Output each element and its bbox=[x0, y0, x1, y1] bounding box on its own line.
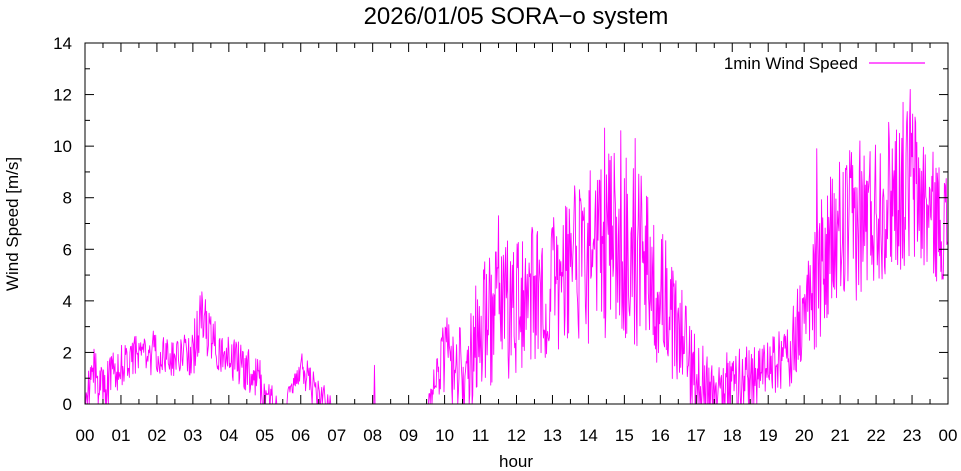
x-tick-label: 10 bbox=[435, 426, 454, 445]
x-tick-label: 12 bbox=[507, 426, 526, 445]
x-tick-label: 08 bbox=[363, 426, 382, 445]
y-tick-label: 0 bbox=[63, 395, 72, 414]
legend: 1min Wind Speed bbox=[724, 54, 925, 73]
y-tick-label: 12 bbox=[53, 86, 72, 105]
y-tick-label: 2 bbox=[63, 343, 72, 362]
x-tick-label: 18 bbox=[723, 426, 742, 445]
x-tick-label: 00 bbox=[939, 426, 958, 445]
y-tick-label: 14 bbox=[53, 34, 72, 53]
x-tick-label: 01 bbox=[111, 426, 130, 445]
x-tick-label: 14 bbox=[579, 426, 598, 445]
x-tick-label: 13 bbox=[543, 426, 562, 445]
x-axis-label: hour bbox=[499, 452, 533, 471]
x-tick-label: 23 bbox=[903, 426, 922, 445]
x-tick-label: 21 bbox=[831, 426, 850, 445]
plot-area: 00 01 02 03 04 05 06 07 08 09 10 11 12 13 14 15 16 17 18 19… bbox=[53, 34, 957, 445]
y-tick-label: 8 bbox=[63, 189, 72, 208]
x-tick-label: 17 bbox=[687, 426, 706, 445]
x-tick-label: 03 bbox=[183, 426, 202, 445]
x-tick-label: 07 bbox=[327, 426, 346, 445]
legend-label: 1min Wind Speed bbox=[724, 54, 858, 73]
x-tick-label: 02 bbox=[147, 426, 166, 445]
plot-frame bbox=[84, 42, 949, 405]
y-tick-label: 10 bbox=[53, 137, 72, 156]
x-tick-label: 15 bbox=[615, 426, 634, 445]
x-tick-label: 19 bbox=[759, 426, 778, 445]
x-tick-label: 22 bbox=[867, 426, 886, 445]
x-tick-label: 04 bbox=[219, 426, 238, 445]
x-tick-label: 06 bbox=[291, 426, 310, 445]
x-tick-label: 00 bbox=[76, 426, 95, 445]
x-tick-label: 11 bbox=[472, 426, 490, 445]
chart-title: 2026/01/05 SORA−o system bbox=[364, 3, 669, 30]
x-tick-label: 05 bbox=[255, 426, 274, 445]
x-tick-label: 16 bbox=[651, 426, 670, 445]
series-line-wind-speed bbox=[85, 88, 949, 405]
x-tick-label: 20 bbox=[795, 426, 814, 445]
y-tick-label: 6 bbox=[63, 240, 72, 259]
y-axis-label: Wind Speed [m/s] bbox=[3, 157, 22, 291]
x-tick-label: 09 bbox=[399, 426, 418, 445]
y-tick-label: 4 bbox=[63, 292, 72, 311]
